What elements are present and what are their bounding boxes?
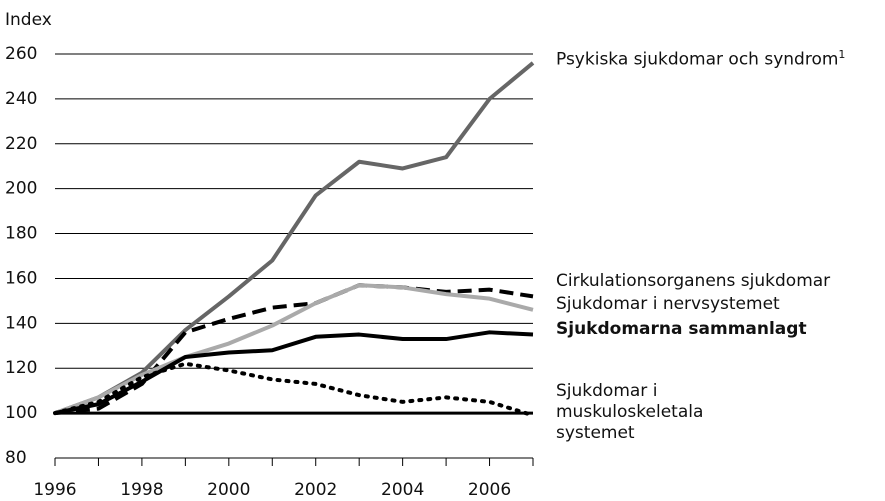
y-tick-label: 260 <box>5 44 37 64</box>
x-tick-label: 2004 <box>381 480 424 500</box>
legend-label: Sjukdomar i nervsystemet <box>556 294 876 315</box>
legend-text: Cirkulationsorganens sjukdomar <box>556 271 831 291</box>
y-tick-label: 180 <box>5 224 37 244</box>
series-line <box>54 61 535 415</box>
legend-text: Sjukdomar i muskuloskeletala systemet <box>556 381 704 443</box>
y-tick-label: 100 <box>5 403 37 423</box>
y-axis-label: Index <box>5 10 52 30</box>
legend-label: Psykiska sjukdomar och syndrom1 <box>556 44 876 71</box>
x-tick-label: 1998 <box>120 480 163 500</box>
y-tick-label: 220 <box>5 134 37 154</box>
y-tick-label: 80 <box>5 448 27 468</box>
x-tick-label: 2000 <box>207 480 250 500</box>
legend-label: Sjukdomarna sammanlagt <box>556 319 876 340</box>
footnote-marker: 1 <box>838 48 846 61</box>
legend-label: Sjukdomar i muskuloskeletala systemet <box>556 381 756 444</box>
x-tick-label: 2006 <box>468 480 511 500</box>
y-tick-label: 140 <box>5 313 37 333</box>
series-line <box>54 283 534 415</box>
legend-label: Cirkulationsorganens sjukdomar <box>556 271 876 292</box>
series-line <box>54 330 534 416</box>
series-line <box>54 283 534 416</box>
x-tick-label: 1996 <box>33 480 76 500</box>
legend-text: Sjukdomar i nervsystemet <box>556 294 780 314</box>
y-tick-label: 160 <box>5 268 37 288</box>
legend-text: Psykiska sjukdomar och syndrom <box>556 49 839 70</box>
x-tick-label: 2002 <box>294 480 337 500</box>
y-tick-label: 120 <box>5 358 37 378</box>
y-tick-label: 200 <box>5 179 37 199</box>
series-line <box>53 361 535 418</box>
y-tick-label: 240 <box>5 89 37 109</box>
legend-text: Sjukdomarna sammanlagt <box>556 319 807 339</box>
